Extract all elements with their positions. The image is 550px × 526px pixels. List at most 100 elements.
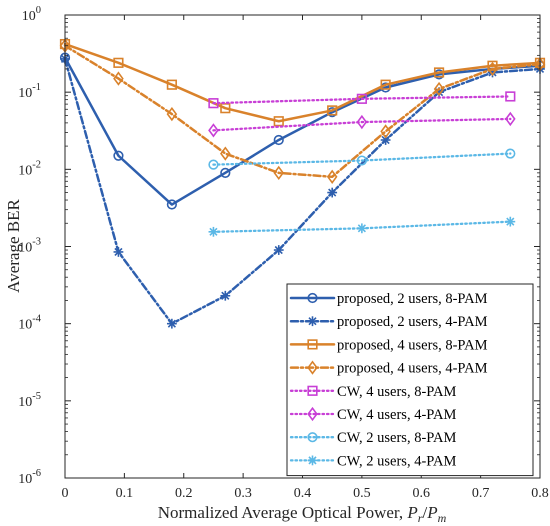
y-tick-label: 10-3: [18, 237, 41, 256]
data-point: [380, 124, 391, 139]
data-point: [220, 167, 231, 178]
data-point: [327, 105, 338, 116]
y-axis-title: Average BER: [4, 199, 23, 293]
x-tick-label: 0: [62, 486, 69, 501]
series-2: [60, 53, 545, 329]
data-point: [505, 91, 516, 102]
legend: proposed, 2 users, 8-PAM proposed, 2 user…: [286, 283, 534, 477]
data-point: [380, 79, 391, 90]
x-tick-label: 0.6: [413, 486, 431, 501]
data-point: [273, 134, 284, 146]
data-point: [113, 57, 124, 68]
data-point: [166, 79, 177, 90]
series-line: [212, 117, 512, 132]
x-axis-math-sub-r: r: [418, 511, 423, 525]
x-tick-label: 0.1: [116, 486, 134, 501]
data-point: [487, 61, 498, 77]
legend-entry: proposed, 4 users, 8-PAM: [289, 337, 488, 353]
legend-label: CW, 2 users, 8-PAM: [337, 430, 456, 446]
legend-marker: [307, 292, 318, 304]
data-point: [208, 98, 219, 109]
data-point: [166, 318, 177, 329]
series-7: [208, 148, 516, 170]
legend-marker: [307, 339, 318, 350]
legend-entry: CW, 2 users, 4-PAM: [289, 453, 456, 469]
series-5: [208, 91, 516, 109]
series-6: [208, 111, 516, 138]
data-point: [326, 169, 338, 184]
y-tick-label: 10-6: [18, 468, 41, 487]
data-point: [505, 111, 516, 127]
legend-label: proposed, 4 users, 8-PAM: [337, 337, 488, 353]
data-point: [208, 159, 219, 170]
x-tick-label: 0.7: [472, 486, 490, 501]
series-line: [63, 44, 542, 179]
data-point: [273, 165, 285, 181]
data-point: [433, 81, 445, 97]
data-point: [505, 216, 516, 227]
x-axis-math-p: P: [406, 503, 417, 522]
series-line: [212, 95, 512, 105]
data-point: [113, 71, 124, 86]
legend-entry: proposed, 2 users, 8-PAM: [289, 291, 488, 307]
legend-label: proposed, 2 users, 4-PAM: [337, 314, 488, 330]
x-tick-label: 0.4: [294, 486, 312, 501]
x-tick-label: 0.8: [531, 486, 549, 501]
legend-label: proposed, 2 users, 8-PAM: [337, 291, 488, 307]
data-point: [273, 245, 284, 255]
data-point: [356, 93, 367, 104]
legend-label: CW, 4 users, 8-PAM: [337, 384, 456, 400]
data-point: [220, 146, 231, 161]
series-8: [208, 216, 516, 237]
x-axis-math-slash: /: [422, 503, 427, 522]
x-axis-title-text: Normalized Average Optical Power,: [158, 503, 408, 522]
legend-entry: proposed, 2 users, 4-PAM: [289, 314, 488, 330]
legend-marker: [307, 432, 318, 443]
data-point: [273, 116, 284, 127]
y-tick-label: 10-2: [18, 159, 41, 178]
legend-marker: [307, 316, 318, 327]
series-line: [63, 42, 542, 123]
data-point: [113, 247, 124, 257]
x-tick-label: 0.3: [234, 486, 252, 501]
legend-label: proposed, 4 users, 4-PAM: [337, 361, 488, 377]
legend-box: [286, 283, 534, 477]
legend-marker: [307, 455, 318, 466]
series-layer: [59, 38, 546, 329]
x-axis-math-p2: P: [426, 503, 437, 522]
legend-marker: [307, 360, 318, 375]
x-tick-label: 0.5: [353, 486, 371, 501]
y-tick-label: 10-4: [18, 314, 41, 333]
data-point: [166, 199, 177, 210]
data-point: [166, 106, 178, 122]
legend-entry: CW, 2 users, 8-PAM: [289, 430, 456, 446]
data-point: [433, 67, 445, 78]
series-line: [212, 152, 512, 166]
data-point: [356, 223, 367, 234]
legend-entry: CW, 4 users, 4-PAM: [289, 406, 456, 423]
data-point: [356, 114, 368, 130]
data-point: [220, 290, 231, 301]
data-point: [208, 123, 219, 138]
y-tick-label: 100: [22, 5, 41, 24]
y-tick-label: 10-1: [18, 82, 41, 101]
y-tick-label: 10-5: [18, 391, 41, 410]
ticks-layer: 0 0.1 0.2 0.3 0.4 0.5 0.6 0.7 0.8 100 10-1 10-2 10-3…: [18, 5, 549, 501]
data-point: [327, 187, 338, 198]
data-point: [220, 103, 231, 114]
series-line: [63, 57, 542, 325]
data-point: [208, 226, 219, 237]
x-axis-math-sub-m: m: [438, 511, 447, 525]
legend-label: CW, 4 users, 4-PAM: [337, 407, 456, 423]
legend-marker: [307, 406, 318, 422]
data-point: [356, 155, 367, 166]
x-axis-title: Normalized Average Optical Power, Pr/Pm: [158, 503, 447, 525]
data-point: [113, 150, 124, 161]
data-point: [505, 148, 516, 159]
legend-entry: proposed, 4 users, 4-PAM: [289, 360, 488, 377]
legend-marker: [307, 385, 318, 396]
legend-label: CW, 2 users, 4-PAM: [337, 453, 456, 469]
x-tick-label: 0.2: [175, 486, 193, 501]
legend-entry: CW, 4 users, 8-PAM: [289, 384, 456, 400]
